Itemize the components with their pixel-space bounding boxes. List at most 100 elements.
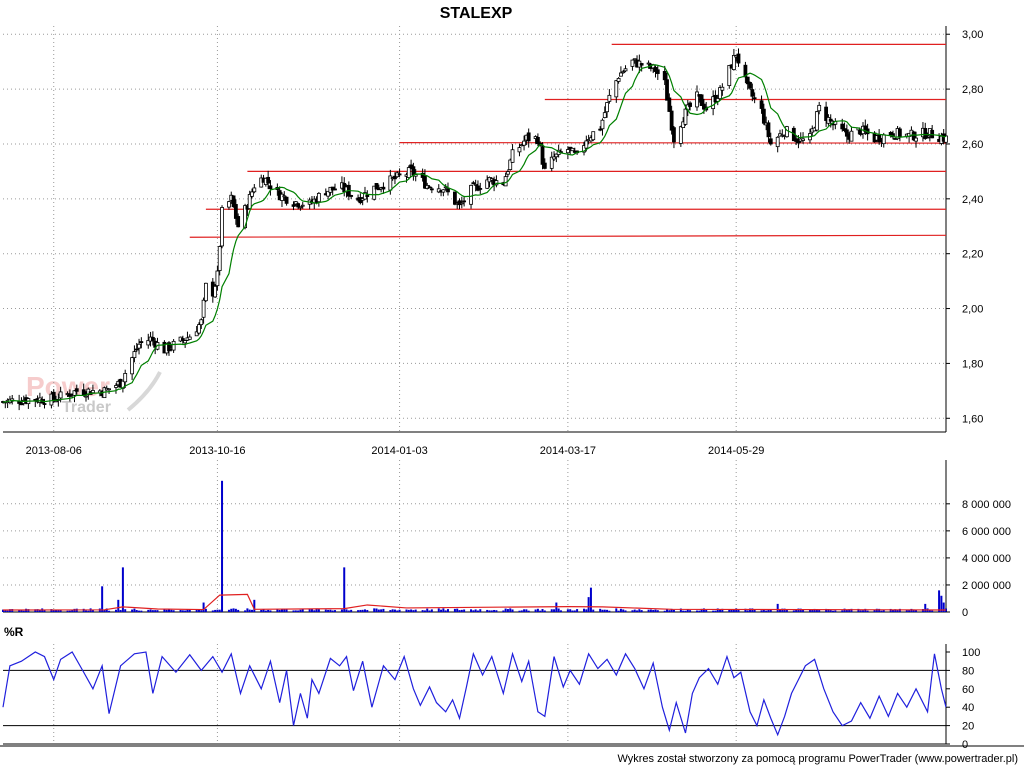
- volume-bar: [334, 610, 337, 612]
- candle-body: [602, 112, 607, 118]
- volume-bar: [536, 608, 539, 612]
- candle-body: [72, 390, 77, 396]
- volume-bar: [841, 610, 844, 612]
- candle-body: [150, 336, 155, 341]
- volume-bar: [520, 610, 523, 612]
- candle-body: [911, 131, 916, 141]
- candle-body: [683, 108, 688, 125]
- volume-bar: [490, 610, 493, 612]
- volume-bar: [423, 610, 426, 612]
- volume-bar: [244, 610, 247, 612]
- volume-bar: [382, 608, 385, 612]
- axis-labels: 3,00 2,80 2,60 2,40 2,20 2,00 1,80 1,60 2013-08-…: [26, 29, 1011, 751]
- volume-bar: [389, 610, 392, 612]
- volume-bar: [714, 610, 717, 612]
- volume-bar: [85, 610, 88, 612]
- volume-bar: [744, 608, 747, 612]
- volume-bar: [792, 610, 795, 612]
- candle-body: [549, 156, 554, 169]
- candle-body: [291, 204, 296, 207]
- volume-bar: [873, 609, 876, 612]
- volume-bar: [357, 610, 360, 612]
- volume-bar: [543, 610, 546, 612]
- volume-bar: [765, 610, 768, 612]
- wr-y-tick-label: 100: [962, 647, 980, 659]
- candle-body: [565, 149, 570, 154]
- candle-body: [459, 202, 464, 205]
- volume-bar: [818, 609, 821, 612]
- price-y-tick-label: 2,80: [962, 84, 983, 96]
- volume-bar: [880, 610, 883, 612]
- candle-body: [766, 122, 771, 138]
- candle-body: [233, 204, 238, 219]
- volume-bar: [170, 609, 173, 612]
- volume-bar: [889, 608, 892, 612]
- volume-bar: [476, 610, 479, 612]
- volume-bar: [168, 609, 171, 612]
- candle-body: [828, 118, 833, 122]
- volume-bar: [428, 610, 431, 612]
- volume-bar: [456, 608, 459, 612]
- volume-bar: [684, 610, 687, 612]
- candle-body: [646, 62, 651, 65]
- candle-body: [844, 129, 849, 137]
- volume-bar: [783, 608, 786, 612]
- wr-title: %R: [4, 625, 24, 639]
- wr-y-tick-label: 80: [962, 665, 974, 677]
- candle-body: [441, 189, 446, 193]
- volume-bar: [797, 608, 800, 612]
- volume-bar: [569, 609, 572, 612]
- candle-body: [201, 299, 206, 318]
- volume-bar: [211, 610, 214, 612]
- x-tick-label: 2013-10-16: [189, 445, 245, 457]
- volume-bar: [398, 609, 401, 612]
- volume-bar: [230, 608, 233, 612]
- candle-body: [247, 194, 252, 210]
- volume-bar: [50, 609, 53, 612]
- x-tick-label: 2014-05-29: [708, 445, 764, 457]
- volume-bar: [672, 609, 675, 612]
- support-resistance-line: [189, 234, 947, 238]
- volume-bar: [915, 609, 918, 612]
- candle-body: [542, 162, 547, 169]
- panel-frames: [0, 26, 1024, 747]
- candle-body: [768, 138, 773, 145]
- candle-body: [215, 270, 220, 287]
- watermark-trader: Trader: [62, 399, 111, 416]
- volume-bar: [396, 610, 399, 612]
- volume-bar: [698, 610, 701, 612]
- volume-bar: [324, 609, 327, 612]
- volume-bar: [848, 609, 851, 612]
- candle-body: [199, 319, 204, 326]
- wr-reference-lines: [3, 669, 946, 727]
- volume-bar: [523, 609, 526, 612]
- candle-body: [427, 186, 432, 189]
- volume-bar: [905, 610, 908, 612]
- volume-bar: [682, 610, 685, 612]
- candle-body: [134, 348, 139, 351]
- volume-bar: [421, 610, 424, 612]
- candle-body: [406, 167, 411, 178]
- volume-bar: [606, 609, 609, 612]
- volume-bar: [776, 603, 779, 612]
- volume-bar: [52, 609, 55, 612]
- volume-bar: [479, 609, 482, 612]
- volume-bar: [931, 610, 934, 612]
- volume-bar: [587, 597, 590, 612]
- candle-body: [672, 127, 676, 143]
- volume-bar: [430, 609, 433, 612]
- volume-bar: [859, 610, 862, 612]
- volume-bar: [18, 609, 21, 612]
- volume-bar: [666, 609, 669, 612]
- volume-bar: [124, 609, 127, 612]
- volume-bar: [278, 609, 281, 612]
- candle-body: [688, 102, 692, 107]
- candle-body: [750, 89, 755, 97]
- volume-bar: [101, 586, 104, 612]
- volume-bar: [493, 609, 496, 612]
- volume-bar: [945, 608, 947, 612]
- volume-bar: [218, 609, 221, 612]
- volume-bar: [34, 609, 37, 612]
- candle-body: [623, 68, 628, 72]
- volume-bar: [721, 608, 724, 612]
